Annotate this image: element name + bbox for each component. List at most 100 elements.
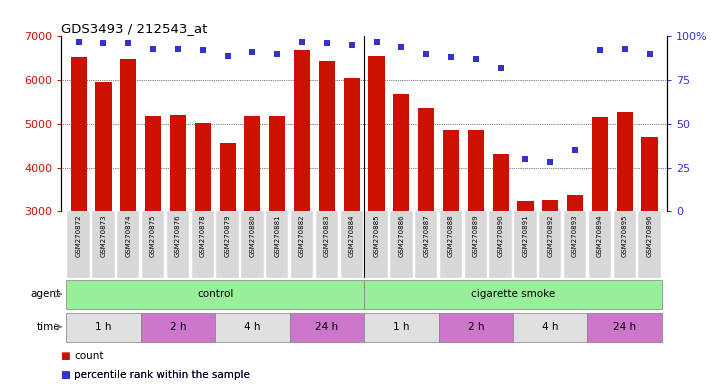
Bar [170,115,186,211]
FancyBboxPatch shape [192,211,214,278]
Text: control: control [197,289,234,299]
Text: GSM270878: GSM270878 [200,215,205,257]
FancyBboxPatch shape [438,313,513,342]
Point [396,44,407,50]
FancyBboxPatch shape [513,313,588,342]
FancyBboxPatch shape [415,211,438,278]
FancyBboxPatch shape [490,211,512,278]
FancyBboxPatch shape [92,211,115,278]
FancyBboxPatch shape [340,211,363,278]
FancyBboxPatch shape [167,211,189,278]
Text: GSM270875: GSM270875 [150,215,156,257]
Bar [642,137,658,211]
Text: GSM270874: GSM270874 [125,215,131,257]
Text: percentile rank within the sample: percentile rank within the sample [74,370,250,380]
Text: GSM270892: GSM270892 [547,215,553,257]
Bar [195,122,211,211]
Text: 24 h: 24 h [315,322,338,332]
Text: 2 h: 2 h [467,322,484,332]
Text: GSM270887: GSM270887 [423,215,429,257]
Bar [344,78,360,211]
FancyBboxPatch shape [539,211,562,278]
Text: 24 h: 24 h [613,322,637,332]
Text: count: count [74,351,104,361]
FancyBboxPatch shape [142,211,164,278]
Bar [468,129,484,211]
Point [570,147,581,153]
Point [445,55,456,61]
Point [470,56,482,62]
Point [371,39,382,45]
FancyBboxPatch shape [588,313,662,342]
Bar [542,200,558,211]
FancyBboxPatch shape [366,211,388,278]
Text: 4 h: 4 h [542,322,559,332]
Text: ■: ■ [61,370,74,380]
Bar [567,195,583,211]
Bar [219,143,236,211]
FancyBboxPatch shape [316,211,338,278]
FancyBboxPatch shape [68,211,90,278]
Bar [294,50,310,211]
Text: GSM270876: GSM270876 [175,215,181,257]
Point [73,39,84,45]
Point [296,39,308,45]
FancyBboxPatch shape [290,313,364,342]
Text: GSM270888: GSM270888 [448,215,454,257]
FancyBboxPatch shape [215,313,290,342]
Text: cigarette smoke: cigarette smoke [471,289,555,299]
Bar [492,154,509,211]
Text: GSM270873: GSM270873 [100,215,107,257]
Bar [518,201,534,211]
Point [321,40,332,46]
Bar [269,116,286,211]
FancyBboxPatch shape [440,211,462,278]
Text: 2 h: 2 h [169,322,186,332]
Point [197,47,208,53]
Text: 1 h: 1 h [95,322,112,332]
Text: 1 h: 1 h [393,322,410,332]
FancyBboxPatch shape [242,211,264,278]
Point [98,40,110,46]
FancyBboxPatch shape [614,211,636,278]
Bar [120,59,136,211]
Point [644,51,655,57]
Bar [368,56,384,211]
FancyBboxPatch shape [117,211,139,278]
Point [520,156,531,162]
Point [495,65,506,71]
Point [272,51,283,57]
Text: GSM270889: GSM270889 [473,215,479,257]
FancyBboxPatch shape [216,211,239,278]
Text: GSM270891: GSM270891 [523,215,528,257]
FancyBboxPatch shape [638,211,660,278]
Text: GSM270886: GSM270886 [398,215,404,257]
Text: GSM270881: GSM270881 [274,215,280,257]
FancyBboxPatch shape [589,211,611,278]
Bar [616,113,633,211]
Bar [319,61,335,211]
Text: GSM270882: GSM270882 [299,215,305,257]
Text: ■ percentile rank within the sample: ■ percentile rank within the sample [61,370,250,380]
Point [123,40,134,46]
Point [172,46,184,52]
Point [544,159,556,166]
Text: GSM270894: GSM270894 [597,215,603,257]
Text: GSM270879: GSM270879 [224,215,231,257]
Text: GDS3493 / 212543_at: GDS3493 / 212543_at [61,22,208,35]
Point [594,47,606,53]
FancyBboxPatch shape [390,211,412,278]
Point [420,51,432,57]
Point [247,49,258,55]
FancyBboxPatch shape [291,211,313,278]
Bar [71,57,87,211]
FancyBboxPatch shape [66,280,364,310]
Bar [244,116,260,211]
Text: 4 h: 4 h [244,322,261,332]
Text: GSM270895: GSM270895 [622,215,628,257]
Text: GSM270896: GSM270896 [647,215,653,257]
Text: GSM270872: GSM270872 [76,215,81,257]
Text: time: time [37,322,60,332]
Text: GSM270880: GSM270880 [249,215,255,257]
Bar [145,116,162,211]
